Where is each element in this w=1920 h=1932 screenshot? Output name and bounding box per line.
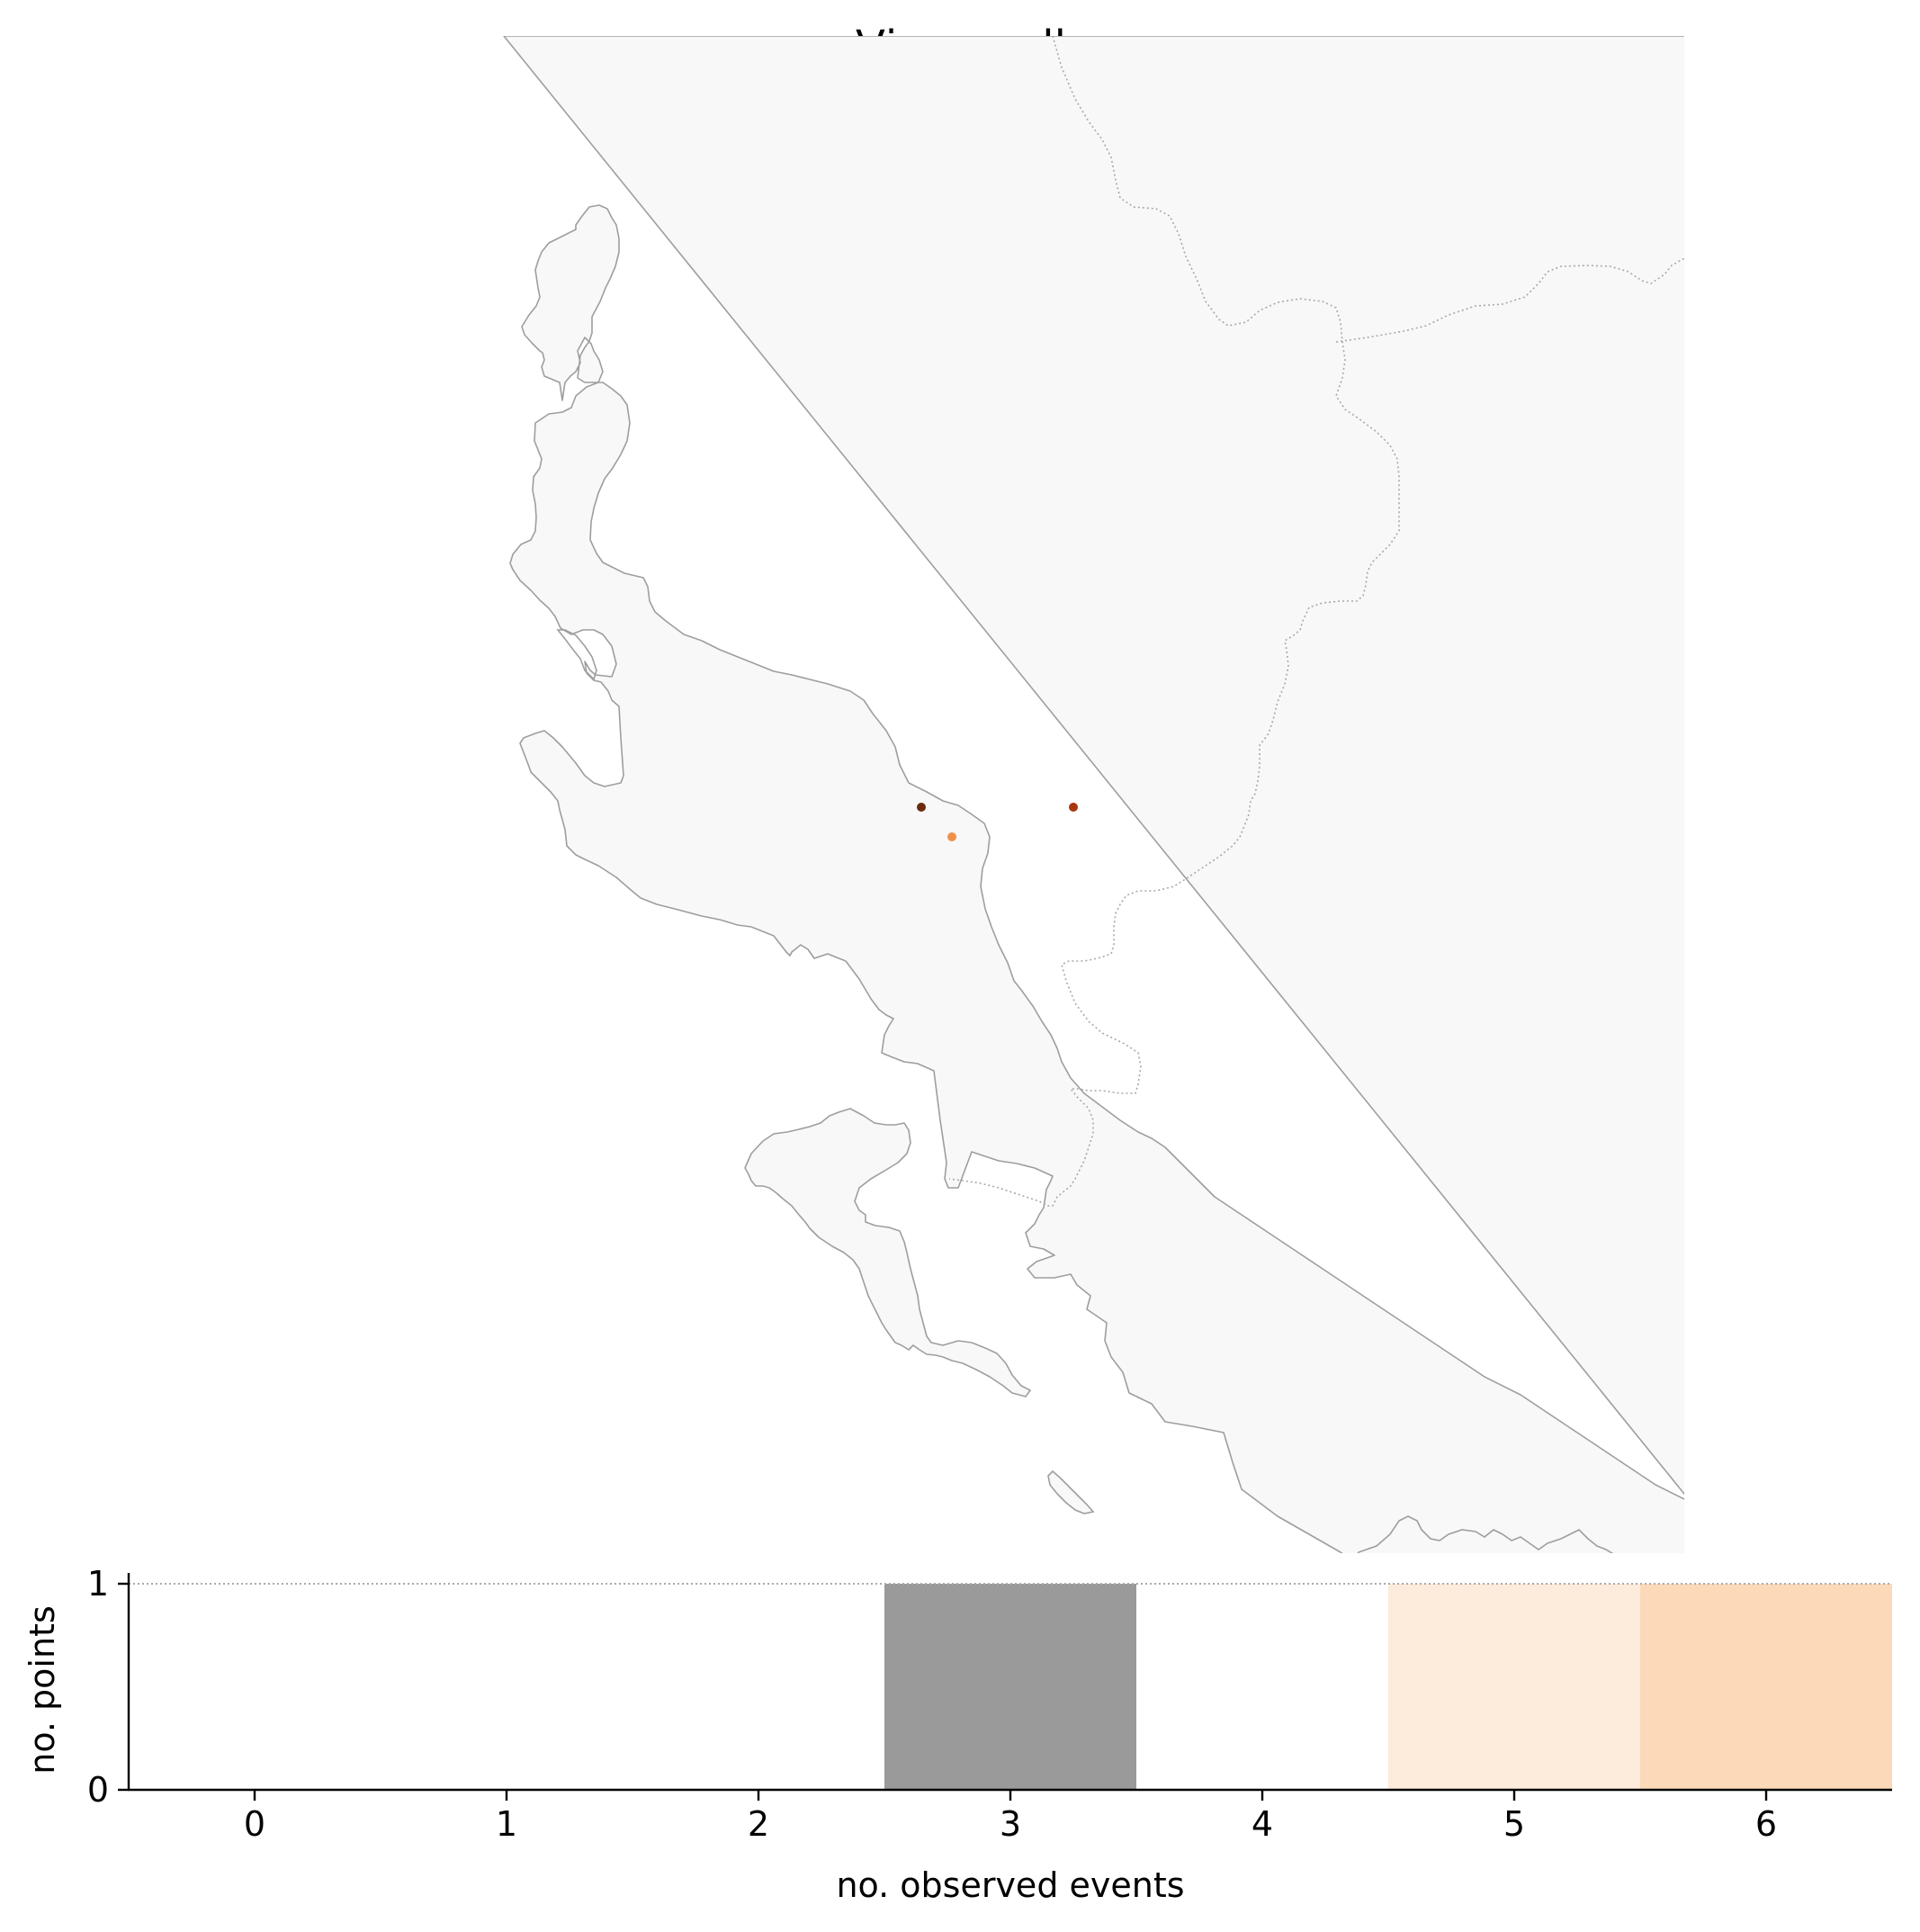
histogram-bar (1640, 1584, 1892, 1790)
island-paxos (1047, 1469, 1095, 1514)
y-tick-label: 1 (87, 1564, 109, 1604)
x-axis-label: no. observed events (836, 1865, 1184, 1905)
y-tick-label: 0 (87, 1770, 109, 1810)
event-point (947, 832, 956, 841)
x-ticks: 0 1 2 3 4 5 6 (244, 1790, 1777, 1844)
island-corfu (744, 1108, 1031, 1397)
x-tick-label: 5 (1503, 1804, 1525, 1844)
lagoon-detail (556, 629, 597, 681)
histogram-bars (884, 1584, 1892, 1790)
border-north (948, 36, 1400, 1207)
x-tick-label: 6 (1755, 1804, 1777, 1844)
y-axis-label: no. points (22, 1605, 62, 1775)
event-point (1069, 803, 1078, 812)
south-coast-detail (1357, 1515, 1614, 1553)
x-tick-label: 0 (244, 1804, 265, 1844)
map-panel (503, 36, 1684, 1553)
y-ticks: 01 (87, 1564, 129, 1810)
event-point (917, 803, 926, 812)
x-tick-label: 3 (1000, 1804, 1021, 1844)
x-tick-label: 4 (1252, 1804, 1273, 1844)
histogram-bar (1388, 1584, 1640, 1790)
x-tick-label: 2 (748, 1804, 769, 1844)
x-tick-label: 1 (496, 1804, 517, 1844)
border-east (1335, 257, 1684, 343)
mainland-land (503, 36, 1684, 1553)
histogram-bar (884, 1584, 1136, 1790)
